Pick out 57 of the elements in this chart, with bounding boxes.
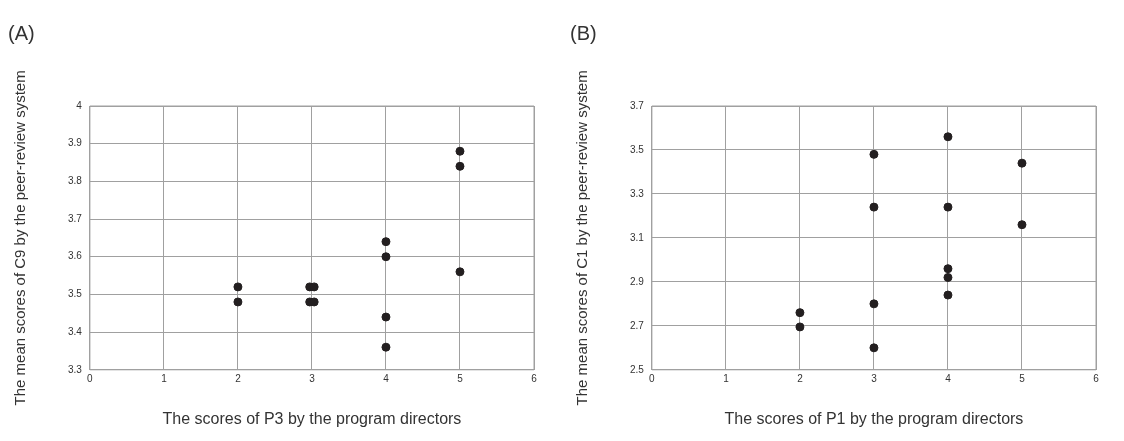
y-tick-label: 3.9 [68,137,83,149]
y-tick-label: 3.5 [630,143,645,155]
x-tick-label: 0 [649,372,656,384]
x-tick-label: 6 [531,372,538,384]
x-tick-label: 0 [87,372,94,384]
point [869,343,879,353]
y-tick-label: 3.4 [68,325,83,337]
y-tick-label: 3.6 [68,250,83,262]
point [1017,220,1027,230]
x-tick-label: 2 [235,372,242,384]
y-tick-label: 3.7 [68,212,83,224]
x-tick-label: 3 [309,372,316,384]
point [943,272,953,282]
point [455,146,465,156]
point [233,297,243,307]
point [869,202,879,212]
y-axis-title: The mean scores of C9 by the peer-review system [11,70,29,406]
point [233,282,243,292]
x-tick-label: 5 [1019,372,1026,384]
y-tick-label: 4 [76,99,83,111]
point [381,312,391,322]
x-tick-label: 5 [457,372,464,384]
x-tick-label: 1 [161,372,168,384]
y-tick-label: 3.3 [68,363,83,375]
point [455,161,465,171]
point [943,264,953,274]
chart-title: (B) [570,21,597,44]
point [795,322,805,332]
x-tick-label: 4 [383,372,390,384]
y-tick-label: 2.7 [630,319,645,331]
point [381,342,391,352]
point [381,252,391,262]
x-tick-label: 3 [871,372,878,384]
point [943,202,953,212]
point [795,308,805,318]
y-axis-title: The mean scores of C1 by the peer-review system [573,70,591,406]
x-axis-title: The scores of P3 by the program directors [162,409,462,427]
y-tick-label: 3.1 [630,231,645,243]
y-tick-label: 3.7 [630,99,645,111]
chart-title: (A) [8,21,35,44]
point [455,267,465,277]
x-tick-label: 6 [1093,372,1100,384]
y-tick-label: 2.9 [630,275,645,287]
point [869,149,879,159]
x-tick-label: 1 [723,372,730,384]
x-tick-label: 4 [945,372,952,384]
point [943,290,953,300]
y-tick-label: 2.5 [630,363,645,375]
point [381,237,391,247]
point [943,132,953,142]
x-tick-label: 2 [797,372,804,384]
point [869,299,879,309]
point [1017,158,1027,168]
y-tick-label: 3.5 [68,288,83,300]
y-tick-label: 3.3 [630,187,645,199]
x-axis-title: The scores of P1 by the program directors [724,409,1024,427]
y-tick-label: 3.8 [68,175,83,187]
